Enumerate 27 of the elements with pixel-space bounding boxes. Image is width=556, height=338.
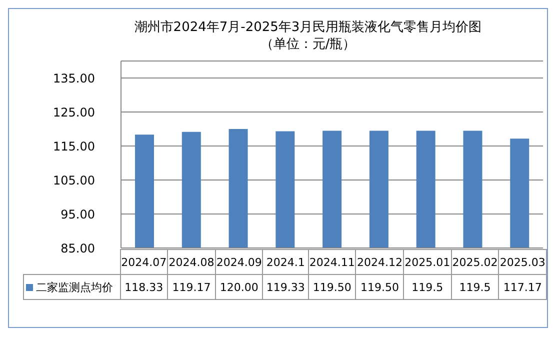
- y-tick-label: 95.00: [60, 207, 95, 222]
- chart-subtitle: （单位：元/瓶）: [259, 36, 357, 53]
- x-tick-label: 2024.09: [215, 250, 263, 274]
- legend-label: 二家监测点均价: [35, 280, 113, 294]
- x-tick-label: 2024.12: [356, 250, 404, 274]
- x-tick-label: 2025.01: [404, 250, 452, 274]
- data-label: 119.50: [356, 274, 404, 300]
- y-tick-label: 135.00: [53, 71, 95, 86]
- x-tick-label: 2024.11: [308, 250, 356, 274]
- data-label: 119.33: [262, 274, 308, 300]
- data-label: 119.17: [168, 274, 216, 300]
- x-tick-label: 2024.1: [262, 250, 308, 274]
- x-tick-label: 2025.03: [498, 250, 546, 274]
- x-tick-label: 2025.02: [451, 250, 499, 274]
- data-label: 119.5: [451, 274, 499, 300]
- data-label: 119.5: [404, 274, 452, 300]
- y-tick-label: 115.00: [53, 139, 95, 154]
- y-tick-label: 85.00: [60, 241, 95, 256]
- x-tick-label: 2024.07: [120, 250, 168, 274]
- data-label: 120.00: [215, 274, 263, 300]
- x-tick-label: 2024.08: [168, 250, 216, 274]
- data-label: 117.17: [498, 274, 546, 300]
- data-label: 118.33: [120, 274, 168, 300]
- y-tick-label: 125.00: [53, 105, 95, 120]
- data-label: 119.50: [308, 274, 356, 300]
- chart-title: 潮州市2024年7月-2025年3月民用瓶装液化气零售月均价图: [133, 19, 483, 36]
- y-tick-label: 105.00: [53, 173, 95, 188]
